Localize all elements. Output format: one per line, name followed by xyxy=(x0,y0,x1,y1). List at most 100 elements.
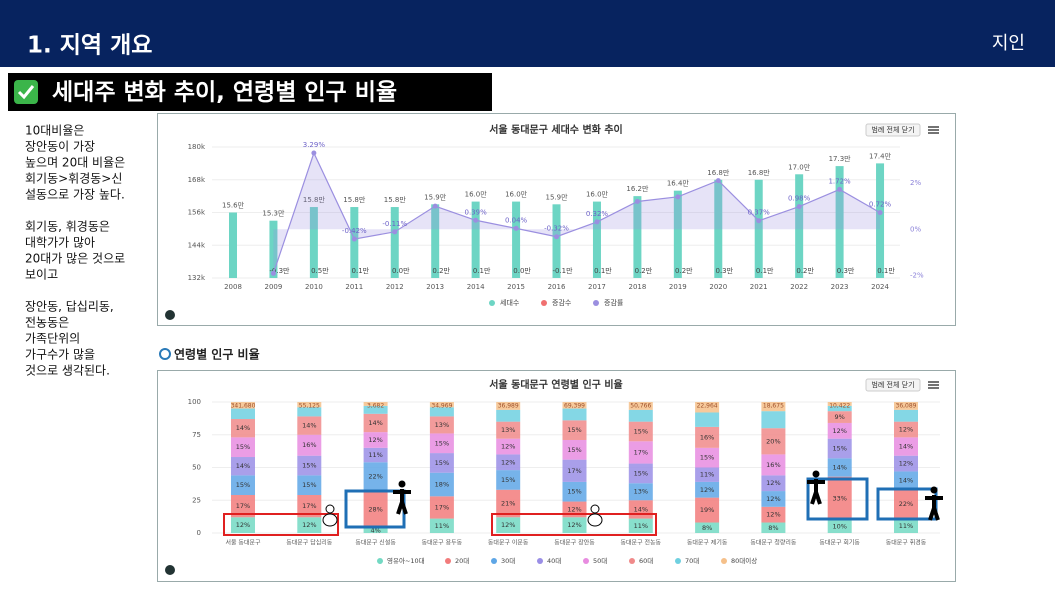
subtitle: 세대주 변화 추이, 연령별 인구 비율 xyxy=(52,80,397,106)
bar-segment xyxy=(695,481,720,498)
line-point xyxy=(513,225,519,231)
data-label: 15% xyxy=(302,481,316,489)
data-label: 16% xyxy=(766,461,780,469)
bar-segment xyxy=(429,416,454,434)
bar-segment xyxy=(496,470,521,490)
bar-segment xyxy=(297,475,322,496)
chart-title: 서울 동대문구 연령별 인구 비율 xyxy=(489,378,623,391)
bar-segment xyxy=(231,402,255,409)
data-label: -0.1만 xyxy=(552,266,573,275)
y-tick-label: 0 xyxy=(197,529,201,537)
person-icon xyxy=(807,479,825,505)
data-label: 4% xyxy=(370,526,380,534)
data-label: 8% xyxy=(768,524,778,532)
legend-label: 세대수 xyxy=(500,298,520,307)
data-label: 18% xyxy=(435,481,449,489)
bar-segment xyxy=(363,402,388,406)
note-line: 설동으로 가장 높다. xyxy=(25,188,125,202)
header-bar xyxy=(0,0,1055,67)
data-label: 12% xyxy=(368,436,382,444)
bar-segment xyxy=(363,413,388,433)
y-tick-label: 132k xyxy=(188,274,206,282)
bar-segment xyxy=(894,437,918,456)
data-label: 12% xyxy=(766,511,780,519)
bar-segment xyxy=(827,476,852,520)
bar-segment xyxy=(429,453,454,473)
x-tick-label: 2008 xyxy=(224,283,242,291)
x-tick-label: 동대문구 청량리동 xyxy=(750,539,797,547)
data-label: 15% xyxy=(634,469,648,477)
bar-segment xyxy=(827,422,852,439)
bar xyxy=(390,207,399,278)
x-tick-label: 2013 xyxy=(426,283,444,291)
data-label: 0.2만 xyxy=(635,266,653,275)
total-label: 3,682 xyxy=(367,403,384,410)
person-icon xyxy=(930,486,938,494)
data-label: 8% xyxy=(702,524,712,532)
data-label: 17% xyxy=(302,502,316,510)
note-line: 장안동이 가장 xyxy=(25,140,95,154)
bar-segment xyxy=(827,411,852,423)
bar-segment xyxy=(231,495,255,518)
bar-segment xyxy=(628,421,653,442)
bar-segment xyxy=(761,491,786,507)
data-label: 0.1만 xyxy=(352,266,370,275)
data-label: 12% xyxy=(899,426,913,434)
data-label: 12% xyxy=(700,486,714,494)
legend-button[interactable] xyxy=(865,123,921,137)
line-point xyxy=(675,194,681,200)
bar-segment xyxy=(827,458,852,477)
data-label: 15% xyxy=(236,443,250,451)
data-label: 15.8만 xyxy=(343,195,366,204)
y-tick-label: 180k xyxy=(188,143,206,151)
data-label: 15.8만 xyxy=(384,195,407,204)
data-label: 0.0만 xyxy=(392,266,410,275)
note-line: 20대가 많은 것으로 xyxy=(25,252,125,266)
legend-label: 30대 xyxy=(501,557,515,565)
data-label: 15.9만 xyxy=(546,192,569,201)
line-point xyxy=(392,229,398,235)
data-label: 12% xyxy=(766,495,780,503)
bar-segment xyxy=(761,475,786,492)
legend-label: 증감수 xyxy=(552,299,572,307)
total-label: 341,680 xyxy=(231,403,256,410)
line xyxy=(272,151,881,274)
bar-segment xyxy=(496,438,521,455)
brand: 지인 xyxy=(992,33,1025,54)
data-label: 16.0만 xyxy=(586,190,609,199)
legend-label: 50대 xyxy=(593,557,607,565)
bar-segment xyxy=(231,419,255,438)
bar-segment xyxy=(894,518,918,533)
legend-button[interactable] xyxy=(865,378,921,392)
data-label: 0.04% xyxy=(505,216,528,224)
bar-segment xyxy=(894,421,918,438)
x-tick-label: 2017 xyxy=(588,283,606,291)
data-label: 20% xyxy=(766,437,780,445)
bar-segment xyxy=(695,497,720,523)
check-icon xyxy=(14,80,38,104)
bar-segment xyxy=(628,441,653,464)
legend-label: 80대이상 xyxy=(731,556,757,565)
x-tick-label: 동대문구 이문동 xyxy=(488,539,529,547)
line-point xyxy=(756,218,762,224)
data-label: 0.39% xyxy=(465,208,488,216)
legend-swatch xyxy=(377,558,383,564)
data-label: 12% xyxy=(766,479,780,487)
bar-segment xyxy=(496,409,521,422)
bar xyxy=(512,201,521,278)
highlight-box xyxy=(223,513,339,536)
data-label: -0.32% xyxy=(544,225,569,233)
data-label: 14% xyxy=(236,462,250,470)
data-label: -0.42% xyxy=(342,227,367,235)
x-tick-label: 동대문구 신설동 xyxy=(355,539,396,547)
legend-label: 60대 xyxy=(639,557,653,565)
y-tick-label: 50 xyxy=(192,464,201,472)
line-point xyxy=(634,198,640,204)
data-label: 12% xyxy=(302,521,316,529)
legend-button-label: 범례 전체 닫기 xyxy=(871,380,914,389)
bar-segment xyxy=(827,519,852,533)
y-tick-label: 168k xyxy=(188,176,206,184)
data-label: 28% xyxy=(368,505,382,513)
data-label: 11% xyxy=(700,471,714,479)
